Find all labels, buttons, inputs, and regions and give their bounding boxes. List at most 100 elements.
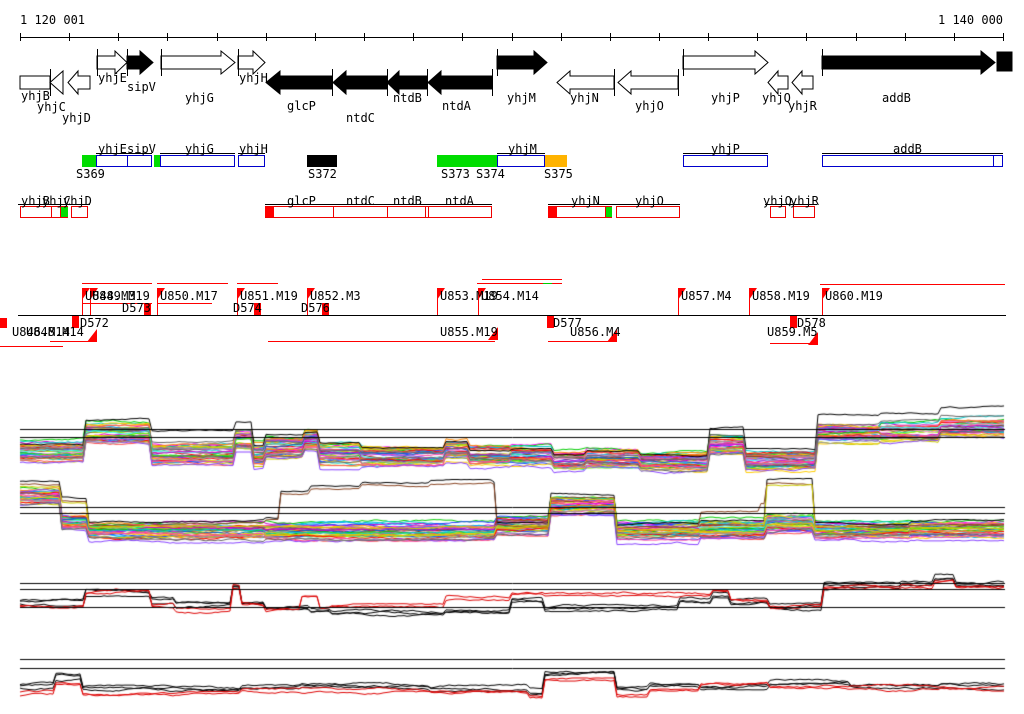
segment-box[interactable] bbox=[497, 155, 545, 167]
gene-arrow-yhjQ[interactable] bbox=[767, 69, 789, 96]
probe-start-flag-icon[interactable] bbox=[82, 288, 90, 300]
probe-label-D576[interactable]: D576 bbox=[301, 301, 330, 315]
probe-label-U848.M14[interactable]: U848.M14 bbox=[26, 325, 84, 339]
segment-label-ntdC[interactable]: ntdC bbox=[346, 194, 375, 208]
probe-label-U857.M4[interactable]: U857.M4 bbox=[681, 289, 732, 303]
segment-box[interactable] bbox=[770, 206, 786, 218]
segment-box[interactable] bbox=[238, 155, 265, 167]
probe-start-flag-icon[interactable] bbox=[90, 288, 98, 300]
gene-label-glcP[interactable]: glcP bbox=[287, 99, 316, 113]
segment-label-yhjB[interactable]: yhjB bbox=[21, 194, 50, 208]
segment-box[interactable] bbox=[437, 155, 497, 167]
gene-label-yhjM[interactable]: yhjM bbox=[507, 91, 536, 105]
probe-label-U849.M19[interactable]: U849.M19 bbox=[92, 289, 150, 303]
segment-box[interactable] bbox=[82, 155, 96, 167]
gene-arrow-glcP[interactable] bbox=[265, 69, 333, 96]
gene-arrow-yhjO[interactable] bbox=[617, 69, 679, 96]
gene-box-next-gene-stub[interactable] bbox=[996, 51, 1013, 72]
segment-box[interactable] bbox=[548, 206, 612, 218]
segment-label-ntdB[interactable]: ntdB bbox=[393, 194, 422, 208]
gene-arrow-ntdC[interactable] bbox=[332, 69, 388, 96]
gene-box-yhjB[interactable] bbox=[19, 75, 51, 90]
segment-box[interactable] bbox=[683, 155, 768, 167]
segment-box[interactable] bbox=[71, 206, 88, 218]
segment-box[interactable] bbox=[616, 206, 680, 218]
gene-arrow-ntdA[interactable] bbox=[427, 69, 493, 96]
gene-label-yhjQ[interactable]: yhjQ bbox=[762, 91, 791, 105]
probe-start-flag-icon[interactable] bbox=[437, 288, 445, 300]
probe-label-U850.M17[interactable]: U850.M17 bbox=[160, 289, 218, 303]
probe-marker-square[interactable] bbox=[144, 303, 151, 315]
gene-arrowhead-yhjC[interactable] bbox=[49, 69, 64, 96]
segment-label-yhjH[interactable]: yhjH bbox=[239, 142, 268, 156]
gene-arrow-ntdB[interactable] bbox=[386, 69, 428, 96]
segment-box[interactable] bbox=[265, 206, 492, 218]
gene-arrow-yhjP[interactable] bbox=[682, 49, 769, 76]
segment-label-addB[interactable]: addB bbox=[893, 142, 922, 156]
probe-start-flag-icon[interactable] bbox=[307, 288, 315, 300]
probe-label-D577[interactable]: D577 bbox=[553, 316, 582, 330]
gene-label-addB[interactable]: addB bbox=[882, 91, 911, 105]
gene-label-yhjO[interactable]: yhjO bbox=[635, 99, 664, 113]
segment-label-yhjN[interactable]: yhjN bbox=[571, 194, 600, 208]
segment-box[interactable] bbox=[545, 155, 567, 167]
probe-label-U856.M4[interactable]: U856.M4 bbox=[570, 325, 621, 339]
gene-arrow-addB[interactable] bbox=[821, 49, 996, 76]
probe-label-D574[interactable]: D574 bbox=[233, 301, 262, 315]
gene-label-yhjR[interactable]: yhjR bbox=[788, 99, 818, 113]
segment-label-glcP[interactable]: glcP bbox=[287, 194, 316, 208]
probe-label-U851.M19[interactable]: U851.M19 bbox=[240, 289, 298, 303]
probe-label-U859.M5[interactable]: U859.M5 bbox=[767, 325, 818, 339]
segment-label-yhjM[interactable]: yhjM bbox=[508, 142, 537, 156]
probe-label-U853.M19[interactable]: U853.M19 bbox=[440, 289, 498, 303]
gene-label-yhjP[interactable]: yhjP bbox=[711, 91, 740, 105]
probe-label-D578[interactable]: D578 bbox=[797, 316, 826, 330]
segment-label-S375[interactable]: S375 bbox=[544, 167, 573, 181]
probe-start-flag-icon[interactable] bbox=[749, 288, 757, 300]
gene-arrow-yhjE[interactable] bbox=[96, 49, 128, 76]
gene-label-yhjD[interactable]: yhjD bbox=[62, 111, 91, 125]
probe-marker-square[interactable] bbox=[322, 303, 329, 315]
segment-label-S369[interactable]: S369 bbox=[76, 167, 105, 181]
segment-label-yhjC[interactable]: yhjC bbox=[42, 194, 71, 208]
probe-label-U860.M19[interactable]: U860.M19 bbox=[825, 289, 883, 303]
probe-label-D572[interactable]: D572 bbox=[80, 316, 109, 330]
probe-label-U854.M14[interactable]: U854.M14 bbox=[481, 289, 539, 303]
gene-arrow-sipV[interactable] bbox=[126, 49, 154, 76]
segment-label-S373[interactable]: S373 bbox=[441, 167, 470, 181]
segment-box[interactable] bbox=[96, 155, 152, 167]
segment-label-yhjO[interactable]: yhjO bbox=[635, 194, 664, 208]
probe-start-flag-icon[interactable] bbox=[157, 288, 165, 300]
segment-label-yhjG[interactable]: yhjG bbox=[185, 142, 214, 156]
gene-label-ntdA[interactable]: ntdA bbox=[442, 99, 472, 113]
gene-label-yhjN[interactable]: yhjN bbox=[570, 91, 599, 105]
segment-label-ntdA[interactable]: ntdA bbox=[445, 194, 475, 208]
probe-marker-square[interactable] bbox=[72, 316, 79, 328]
segment-box[interactable] bbox=[793, 206, 815, 218]
segment-label-sipV[interactable]: sipV bbox=[127, 142, 156, 156]
gene-arrow-yhjG[interactable] bbox=[160, 49, 236, 76]
probe-marker-square[interactable] bbox=[254, 303, 261, 315]
probe-label-U848.M3[interactable]: U848.M3 bbox=[85, 289, 136, 303]
probe-start-flag-icon[interactable] bbox=[822, 288, 830, 300]
probe-label-U852.M3[interactable]: U852.M3 bbox=[310, 289, 361, 303]
gene-label-yhjC[interactable]: yhjC bbox=[37, 100, 66, 114]
probe-label-U855.M19[interactable]: U855.M19 bbox=[440, 325, 498, 339]
segment-label-yhjR[interactable]: yhjR bbox=[790, 194, 820, 208]
probe-label-D573[interactable]: D573 bbox=[122, 301, 151, 315]
segment-label-yhjD[interactable]: yhjD bbox=[63, 194, 92, 208]
gene-arrow-yhjM[interactable] bbox=[496, 49, 548, 76]
gene-label-ntdB[interactable]: ntdB bbox=[393, 91, 422, 105]
segment-box[interactable] bbox=[822, 155, 1003, 167]
segment-box[interactable] bbox=[154, 155, 160, 167]
probe-label-U858.M19[interactable]: U858.M19 bbox=[752, 289, 810, 303]
gene-arrow-yhjH[interactable] bbox=[237, 49, 266, 76]
probe-start-flag-icon[interactable] bbox=[478, 288, 486, 300]
gene-arrow-yhjD[interactable] bbox=[67, 69, 91, 96]
gene-label-sipV[interactable]: sipV bbox=[127, 80, 156, 94]
probe-marker-square[interactable] bbox=[0, 318, 7, 328]
segment-box[interactable] bbox=[160, 155, 235, 167]
segment-label-S372[interactable]: S372 bbox=[308, 167, 337, 181]
probe-start-flag-icon[interactable] bbox=[237, 288, 245, 300]
segment-label-S374[interactable]: S374 bbox=[476, 167, 505, 181]
